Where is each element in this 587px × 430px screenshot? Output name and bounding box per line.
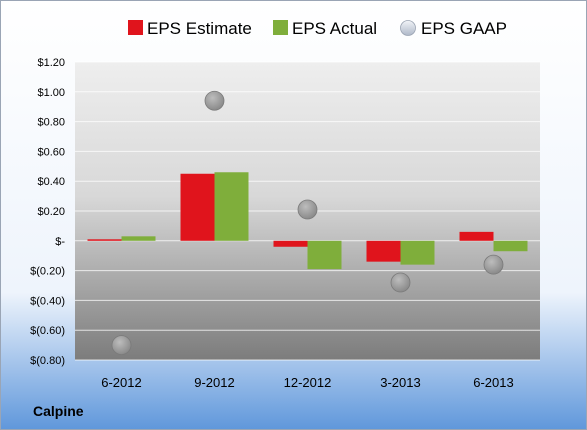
y-axis: $1.20 $1.00 $0.80 $0.60 $0.40 $0.20 $- $(0.20) $… (30, 57, 65, 367)
bar-eps-actual (121, 236, 156, 241)
bar-eps-actual (400, 240, 435, 265)
legend: EPS Estimate EPS Actual EPS GAAP (128, 19, 507, 38)
bar-eps-actual (214, 172, 249, 241)
bar-eps-actual (493, 240, 528, 252)
bar-eps-estimate (273, 240, 308, 247)
bar-eps-estimate (459, 231, 494, 241)
gaap-point (204, 90, 225, 111)
gaap-points (111, 90, 504, 356)
y-tick-label: $0.80 (37, 117, 65, 129)
gaap-point (483, 254, 504, 275)
x-tick-label: 3-2013 (380, 375, 420, 390)
y-tick-label: $1.20 (37, 57, 65, 69)
company-name: Calpine (33, 403, 84, 419)
bar-eps-estimate (87, 239, 122, 241)
bars (87, 172, 528, 270)
y-tick-label: $0.60 (37, 146, 65, 158)
bar-eps-estimate (180, 173, 215, 241)
legend-label-estimate: EPS Estimate (147, 19, 252, 38)
y-tick-label: $1.00 (37, 87, 65, 99)
legend-label-gaap: EPS GAAP (421, 19, 507, 38)
y-tick-label: $- (55, 236, 65, 248)
legend-swatch-actual (273, 20, 288, 35)
x-axis: 6-2012 9-2012 12-2012 3-2013 6-2013 (101, 375, 513, 390)
legend-marker-gaap (400, 20, 416, 36)
bar-eps-actual (307, 240, 342, 270)
gaap-point (111, 335, 132, 356)
x-tick-label: 6-2013 (473, 375, 513, 390)
y-tick-label: $(0.20) (30, 266, 65, 278)
y-tick-label: $0.40 (37, 176, 65, 188)
legend-label-actual: EPS Actual (292, 19, 377, 38)
bar-eps-estimate (366, 240, 401, 262)
gaap-point (297, 199, 318, 220)
y-tick-label: $(0.40) (30, 295, 65, 307)
y-tick-label: $(0.60) (30, 325, 65, 337)
x-tick-label: 6-2012 (101, 375, 141, 390)
y-tick-label: $0.20 (37, 206, 65, 218)
x-tick-label: 9-2012 (194, 375, 234, 390)
y-tick-label: $(0.80) (30, 355, 65, 367)
x-tick-label: 12-2012 (284, 375, 332, 390)
gaap-point (390, 272, 411, 293)
legend-swatch-estimate (128, 20, 143, 35)
